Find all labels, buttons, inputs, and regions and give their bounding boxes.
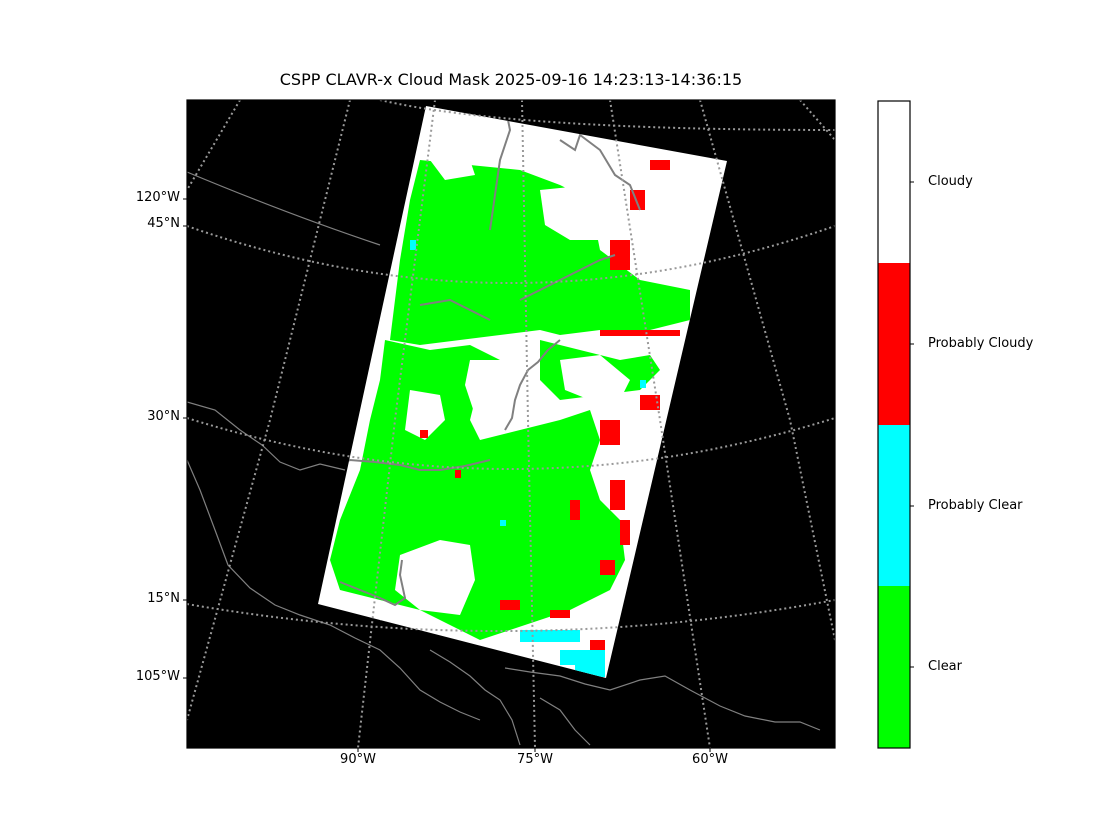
lat-label-15n: 15°N — [147, 591, 180, 606]
probably-cloudy-patch — [550, 610, 570, 618]
map-frame — [186, 99, 836, 749]
probably-cloudy-patch — [600, 420, 620, 445]
probably-clear-patch — [560, 650, 605, 665]
legend-label-probably-clear: Probably Clear — [928, 498, 1023, 513]
cloudy-patch-1 — [540, 185, 615, 240]
legend-label-probably-cloudy: Probably Cloudy — [928, 336, 1034, 351]
lat-label-45n: 45°N — [147, 216, 180, 231]
colorbar-probably-cloudy — [878, 263, 910, 425]
probably-cloudy-patch — [455, 470, 461, 478]
lon-label-105w: 105°W — [135, 669, 180, 684]
probably-cloudy-patch — [610, 480, 625, 510]
probably-clear-patch — [500, 520, 506, 526]
cloudy-patch-2 — [465, 360, 520, 430]
legend-label-clear: Clear — [928, 659, 962, 674]
probably-cloudy-patch — [590, 640, 605, 650]
graticule — [187, 100, 835, 748]
probably-clear-patch — [520, 630, 580, 642]
lon-label-60w: 60°W — [692, 752, 728, 767]
probably-cloudy-patch — [610, 240, 630, 270]
probably-cloudy-patch — [650, 160, 670, 170]
map-title: CSPP CLAVR-x Cloud Mask 2025-09-16 14:23… — [279, 70, 743, 89]
probably-cloudy-patch — [620, 520, 630, 545]
lon-label-90w: 90°W — [340, 752, 376, 767]
probably-cloudy-patch — [500, 600, 520, 610]
cloud-swath — [318, 106, 727, 678]
cloudy-patch-3 — [395, 540, 475, 615]
probably-cloudy-patch — [420, 430, 428, 438]
colorbar — [877, 100, 914, 749]
clear-region-north — [390, 160, 690, 345]
cloudy-patch-6 — [430, 160, 475, 180]
lon-label-120w: 120°W — [135, 190, 180, 205]
legend-label-cloudy: Cloudy — [928, 174, 973, 189]
probably-clear-patch — [410, 240, 416, 250]
colorbar-cloudy — [878, 101, 910, 263]
lat-label-30n: 30°N — [147, 409, 180, 424]
colorbar-clear — [878, 586, 910, 748]
probably-cloudy-patch — [600, 330, 680, 336]
probably-cloudy-patch — [640, 395, 660, 410]
probably-clear-patch — [640, 380, 646, 388]
lon-label-75w: 75°W — [517, 752, 553, 767]
probably-cloudy-patch — [600, 560, 615, 575]
cloudy-patch-4 — [405, 390, 445, 440]
cloudy-patch-5 — [560, 355, 630, 400]
colorbar-probably-clear — [878, 425, 910, 586]
probably-cloudy-patch — [570, 500, 580, 520]
